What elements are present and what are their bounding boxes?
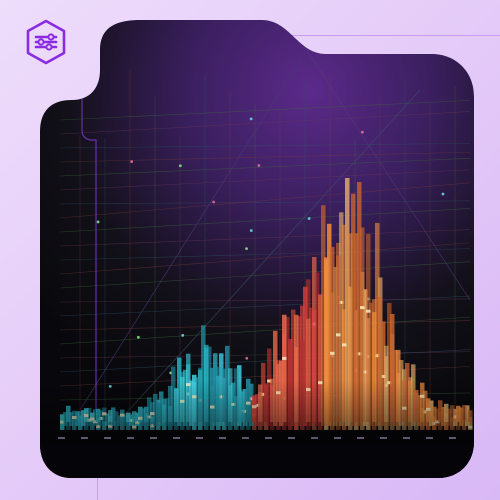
decorative-guide-line-horizontal <box>290 35 500 36</box>
axis-ticks <box>58 437 456 439</box>
sliders-hexagon-icon <box>26 19 66 65</box>
